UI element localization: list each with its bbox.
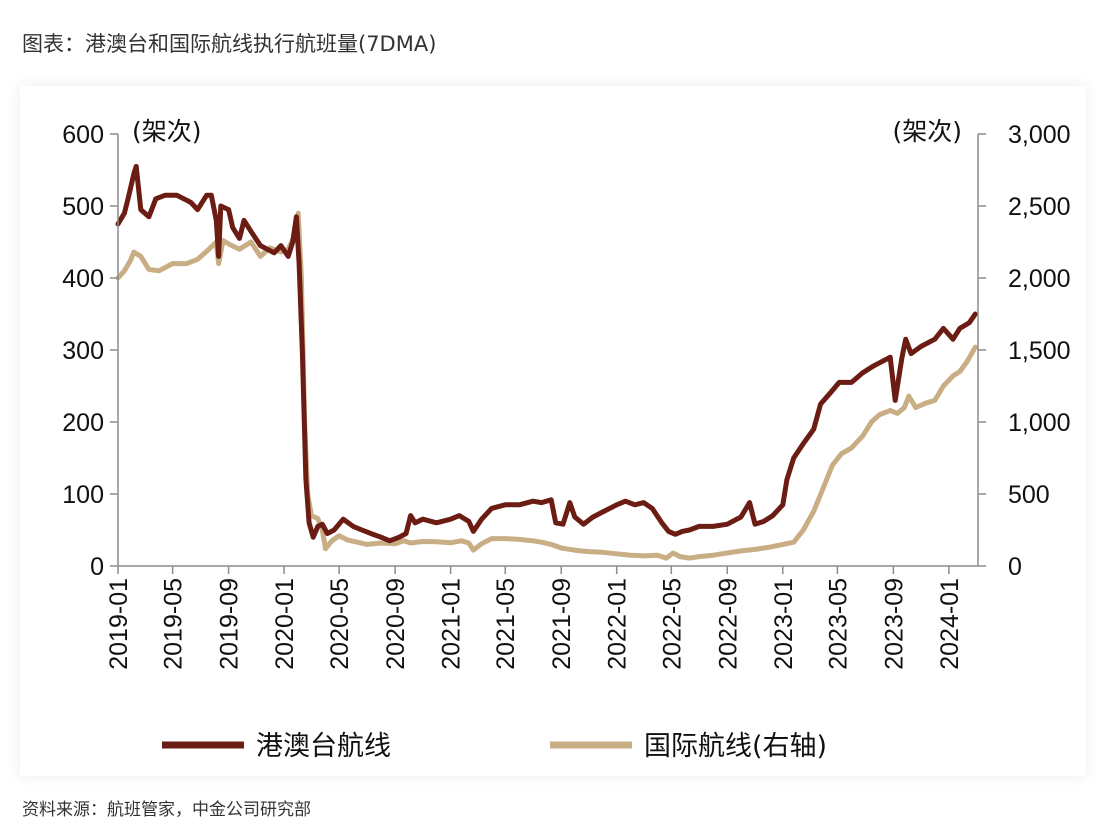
x-tick-label: 2019-09 bbox=[216, 578, 244, 670]
y-right-unit-label: (架次) bbox=[892, 117, 962, 146]
x-tick-label: 2024-01 bbox=[936, 578, 964, 670]
y-left-tick-label: 100 bbox=[62, 481, 104, 509]
y-left-tick-label: 200 bbox=[62, 409, 104, 437]
y-right-tick-label: 0 bbox=[1008, 553, 1022, 581]
x-tick-label: 2023-01 bbox=[770, 578, 798, 670]
y-right-tick-label: 1,500 bbox=[1008, 337, 1071, 365]
legend-label-hk-macau-taiwan: 港澳台航线 bbox=[256, 731, 391, 762]
x-tick-label: 2022-09 bbox=[714, 578, 742, 670]
y-left-tick-label: 400 bbox=[62, 265, 104, 293]
x-tick-label: 2022-05 bbox=[658, 578, 686, 670]
x-tick-label: 2019-01 bbox=[105, 578, 133, 670]
figure-title: 图表：港澳台和国际航线执行航班量(7DMA) bbox=[22, 32, 437, 56]
y-left-tick-label: 300 bbox=[62, 337, 104, 365]
series-line-international bbox=[115, 210, 978, 561]
x-tick-label: 2020-09 bbox=[382, 578, 410, 670]
legend: 港澳台航线 国际航线(右轴) bbox=[162, 731, 827, 762]
y-right-tick-label: 2,000 bbox=[1008, 265, 1071, 293]
y-left-tick-label: 0 bbox=[90, 553, 104, 581]
x-tick-label: 2022-01 bbox=[604, 578, 632, 670]
y-left-tick-label: 500 bbox=[62, 193, 104, 221]
x-tick-label: 2019-05 bbox=[160, 578, 188, 670]
x-tick-label: 2020-01 bbox=[271, 578, 299, 670]
y-right-tick-label: 2,500 bbox=[1008, 193, 1071, 221]
y-right-tick-label: 3,000 bbox=[1008, 121, 1071, 149]
x-tick-label: 2021-01 bbox=[438, 578, 466, 670]
figure-source: 资料来源：航班管家，中金公司研究部 bbox=[22, 800, 311, 820]
series-line-hk-macau-taiwan bbox=[115, 163, 978, 544]
x-tick-label: 2023-09 bbox=[880, 578, 908, 670]
x-tick-label: 2023-05 bbox=[824, 578, 852, 670]
y-left-tick-label: 600 bbox=[62, 121, 104, 149]
axes: 0 100 200 300 400 500 600 0 500 1,000 1,500 2,000 2,… bbox=[62, 117, 1070, 670]
chart-card bbox=[20, 86, 1086, 776]
x-tick-label: 2021-09 bbox=[548, 578, 576, 670]
y-left-unit-label: (架次) bbox=[132, 117, 202, 146]
y-right-tick-label: 1,000 bbox=[1008, 409, 1071, 437]
x-tick-label: 2020-05 bbox=[326, 578, 354, 670]
plot-lines bbox=[115, 163, 978, 561]
y-right-tick-label: 500 bbox=[1008, 481, 1050, 509]
x-tick-label: 2021-05 bbox=[492, 578, 520, 670]
legend-label-international: 国际航线(右轴) bbox=[644, 731, 827, 762]
